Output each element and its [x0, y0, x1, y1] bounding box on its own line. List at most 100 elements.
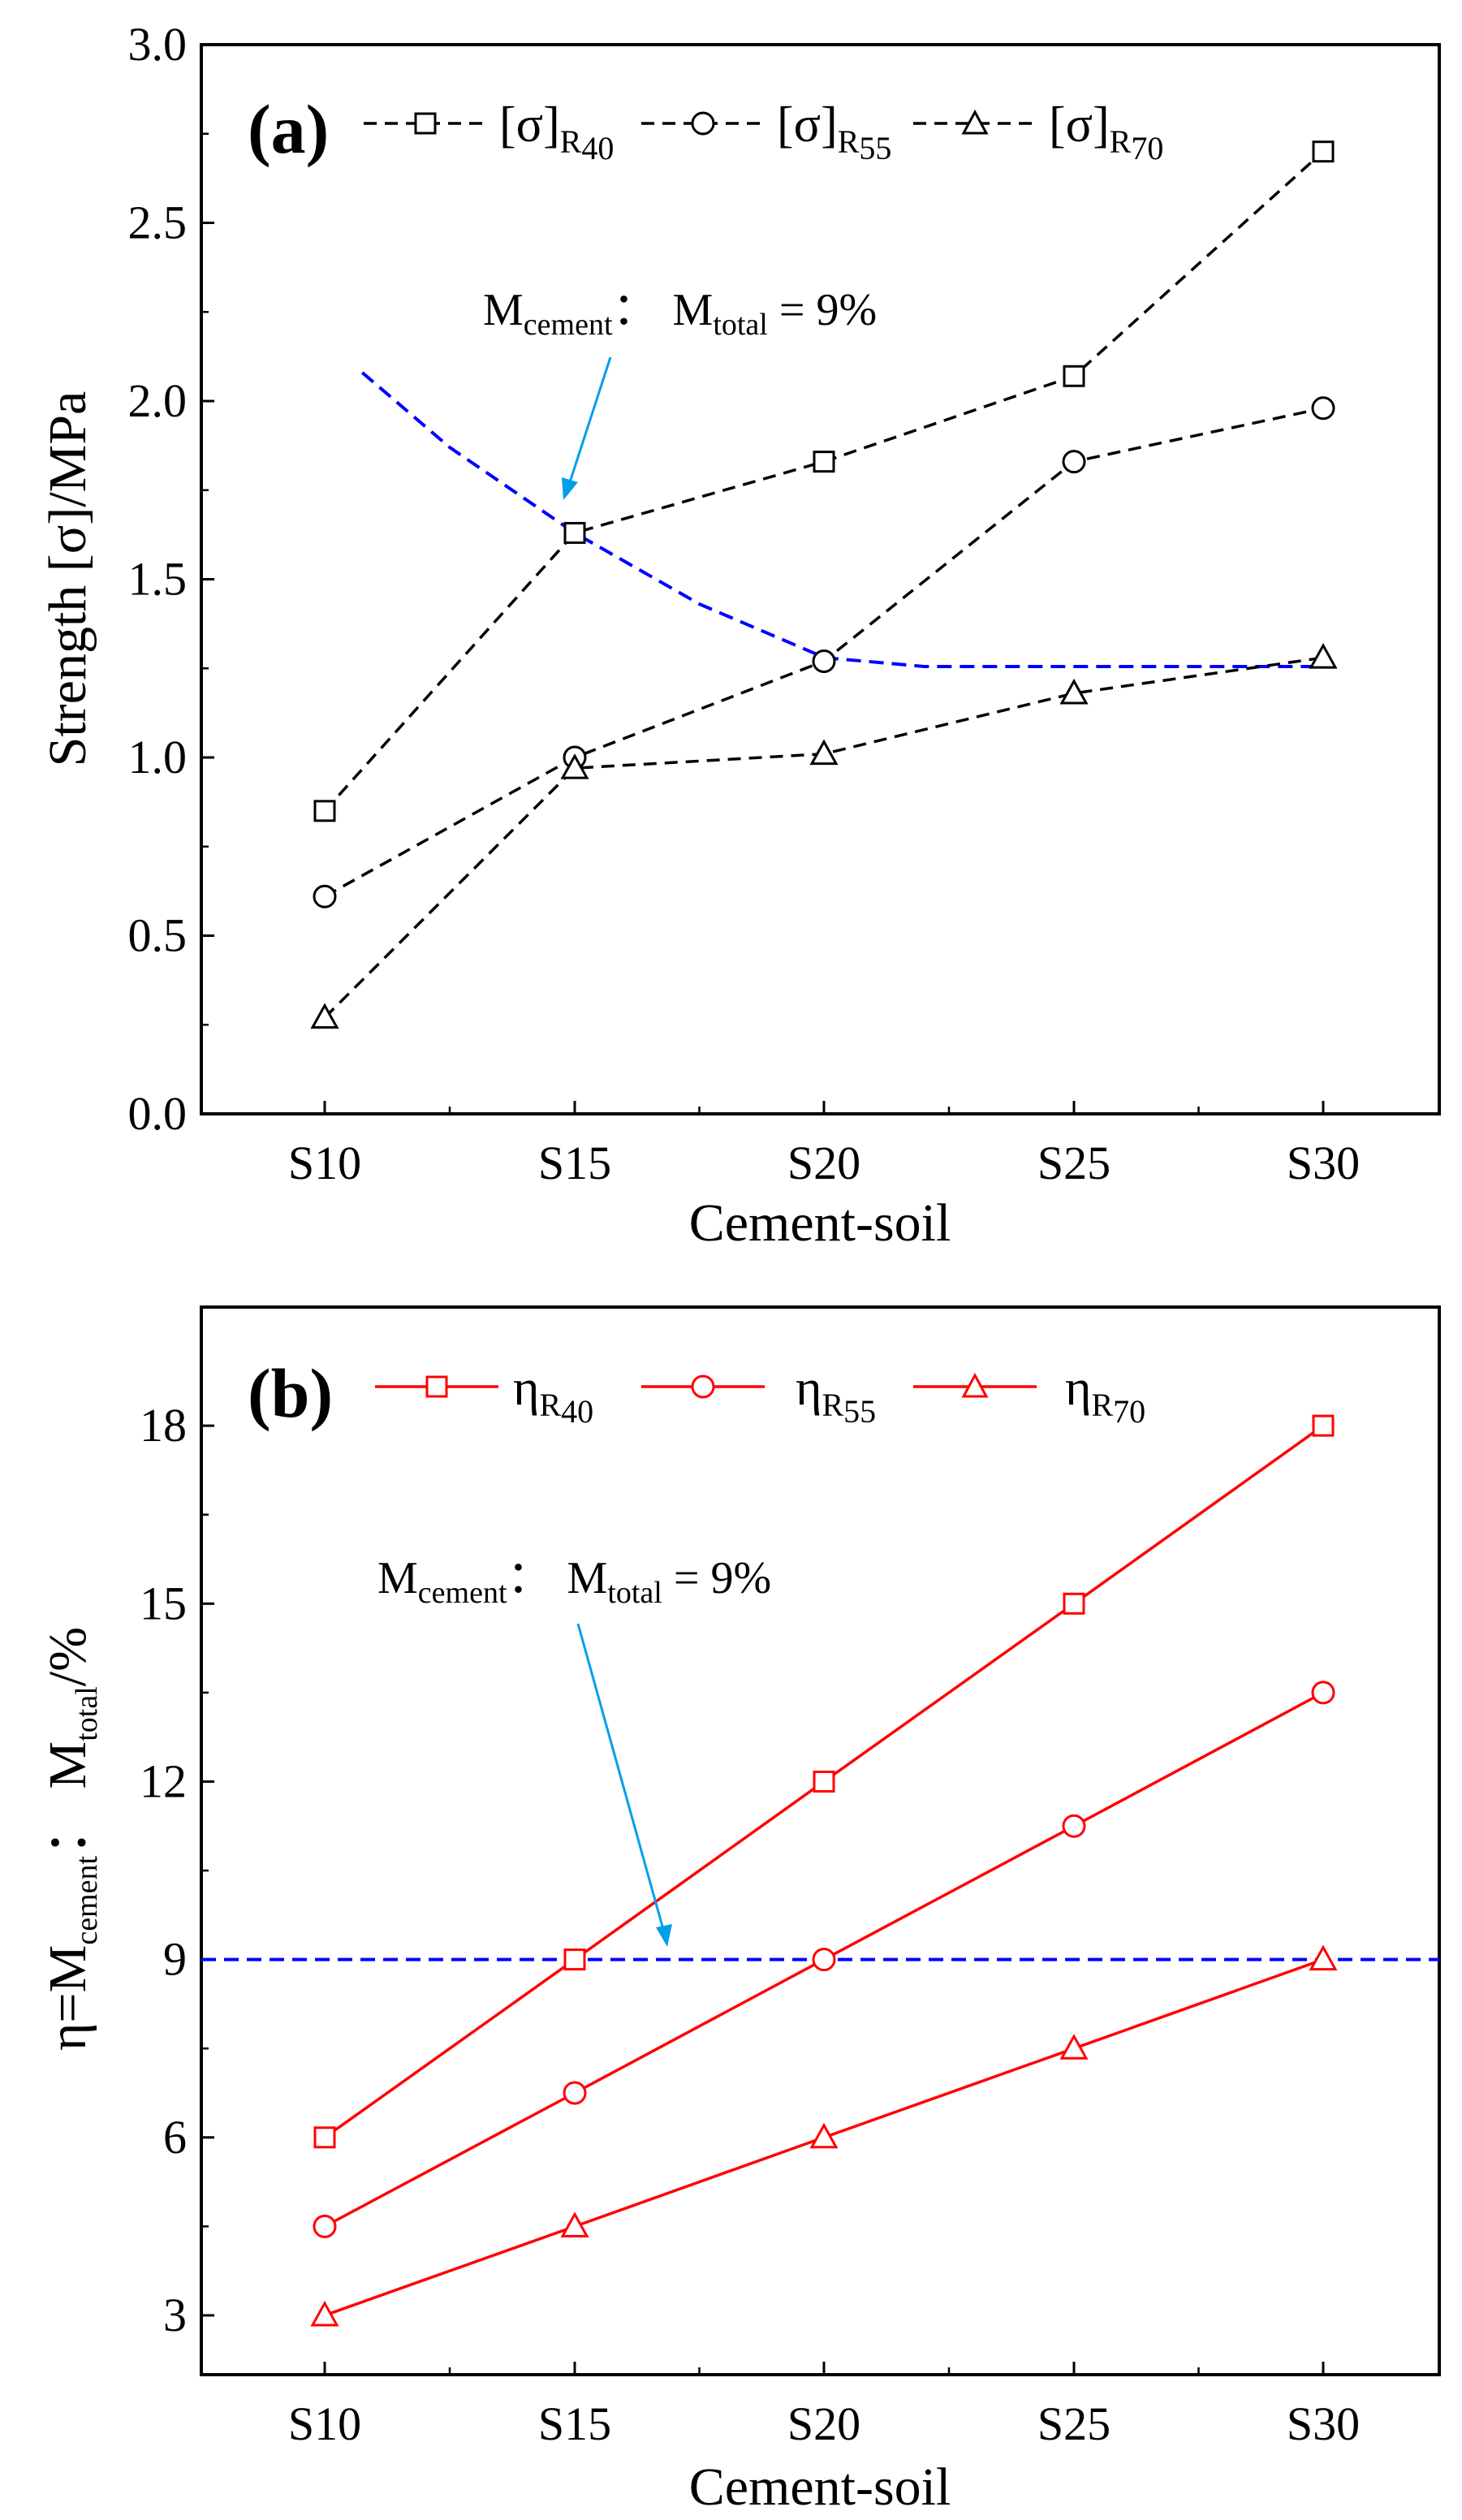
y-tick-label-a-5: 2.5 [128, 196, 188, 249]
panel-b: 3 6 9 12 15 18 S10 S15 S20 S25 S30 (b) ηR40 ηR55 … [38, 1305, 1441, 2517]
series-b-70 [310, 1944, 1338, 2327]
point-b-40-S25 [1063, 1592, 1085, 1615]
y-tick-label-a-3: 1.5 [128, 553, 188, 606]
x-tick-label-b-4: S30 [1287, 2397, 1360, 2450]
y-tick-label-a-1: 0.5 [128, 909, 188, 962]
point-a-40-S25 [1063, 365, 1085, 387]
point-b-55-S15 [563, 2081, 587, 2105]
legend-marker-a-0 [414, 112, 437, 135]
x-tick-label-a-3: S25 [1037, 1137, 1111, 1189]
legend-entry-b-1: ηR55 [641, 1361, 876, 1430]
panel-label-b: (b) [248, 1354, 333, 1432]
x-tick-label-a-0: S10 [288, 1137, 361, 1189]
panel-a: 0.0 0.5 1.0 1.5 2.0 2.5 3.0 S10 S15 S20 S25 S30 (a… [38, 18, 1441, 1253]
legend-label-a-0: [σ]R40 [499, 97, 614, 166]
y-tick-label-a-6: 3.0 [128, 18, 188, 71]
panel-label-a: (a) [248, 90, 329, 168]
point-b-40-S15 [563, 1948, 586, 1971]
y-tick-label-b-3: 12 [140, 1754, 187, 1807]
legend-marker-a-1 [691, 111, 715, 136]
point-a-70-S20 [809, 739, 839, 766]
legend-label-b-0: ηR40 [513, 1361, 593, 1430]
legend-entry-a-0: [σ]R40 [364, 97, 614, 166]
series-a-40 [313, 140, 1335, 822]
x-axis-title-b: Cement-soil [689, 2457, 951, 2517]
series-a-55 [313, 396, 1335, 908]
point-a-70-S30 [1309, 642, 1338, 669]
point-a-40-S10 [313, 800, 336, 822]
point-b-70-S30 [1309, 1944, 1338, 1971]
point-a-55-S10 [313, 884, 337, 908]
point-a-70-S25 [1059, 678, 1089, 705]
x-tick-label-a-1: S15 [538, 1137, 611, 1189]
y-axis-title-a: Strength [σ]/MPa [38, 391, 97, 767]
series-b-40 [313, 1414, 1335, 2149]
point-b-55-S10 [313, 2214, 337, 2238]
point-a-40-S30 [1312, 140, 1335, 163]
y-tick-label-a-4: 2.0 [128, 374, 188, 427]
series-group-a [310, 140, 1338, 1029]
x-tick-label-b-1: S15 [538, 2397, 611, 2450]
annotation-arrow-b [576, 1623, 672, 1947]
annotation-a: Mcement： Mtotal = 9% [483, 285, 877, 342]
point-a-55-S30 [1311, 396, 1335, 421]
y-tick-label-b-0: 3 [163, 2289, 187, 2341]
point-b-70-S10 [310, 2300, 339, 2327]
point-a-55-S20 [812, 649, 836, 673]
point-b-40-S20 [813, 1770, 835, 1793]
legend-a: [σ]R40 [σ]R55 [σ]R70 [364, 97, 1163, 166]
x-axis-title-a: Cement-soil [689, 1193, 951, 1253]
legend-entry-b-2: ηR70 [913, 1361, 1145, 1430]
y-tick-label-b-5: 18 [140, 1399, 187, 1452]
x-tick-label-b-0: S10 [288, 2397, 361, 2450]
y-tick-label-a-0: 0.0 [128, 1087, 188, 1140]
legend-marker-b-0 [425, 1375, 448, 1398]
point-b-55-S20 [812, 1948, 836, 1972]
y-ticks-a: 0.0 0.5 1.0 1.5 2.0 2.5 3.0 [128, 18, 214, 1140]
point-a-40-S15 [563, 521, 586, 544]
point-b-40-S30 [1312, 1414, 1335, 1437]
annotation-arrow-a [562, 356, 612, 500]
point-b-70-S15 [560, 2211, 589, 2237]
point-b-40-S10 [313, 2126, 336, 2149]
point-b-70-S25 [1059, 2034, 1089, 2060]
x-ticks-a: S10 S15 S20 S25 S30 [288, 1101, 1360, 1189]
legend-marker-a-2 [961, 109, 989, 135]
legend-marker-b-1 [691, 1374, 715, 1399]
point-b-70-S20 [809, 2122, 839, 2149]
plot-frame-b [200, 1305, 1441, 2376]
legend-marker-b-2 [961, 1372, 989, 1398]
series-line-a-40 [323, 150, 1325, 813]
series-b-55 [313, 1681, 1335, 2238]
legend-label-b-1: ηR55 [796, 1361, 876, 1430]
annotation-b: Mcement： Mtotal = 9% [377, 1553, 771, 1610]
y-tick-label-b-2: 9 [163, 1933, 187, 1986]
x-tick-label-a-4: S30 [1287, 1137, 1360, 1189]
legend-label-a-1: [σ]R55 [777, 97, 891, 166]
y-tick-label-b-1: 6 [163, 2111, 187, 2164]
y-axis-title-b: η=Mcement： Mtotal/% [38, 1627, 104, 2051]
series-group-b [310, 1414, 1338, 2327]
y-ticks-b: 3 6 9 12 15 18 [140, 1399, 214, 2341]
point-b-55-S30 [1311, 1681, 1335, 1705]
x-tick-label-b-2: S20 [787, 2397, 860, 2450]
legend-entry-a-1: [σ]R55 [641, 97, 891, 166]
reference-curve-line-a [360, 371, 1325, 669]
point-a-40-S20 [813, 451, 835, 473]
x-ticks-b: S10 S15 S20 S25 S30 [288, 2362, 1360, 2450]
legend-b: ηR40 ηR55 ηR70 [375, 1361, 1145, 1430]
y-tick-label-b-4: 15 [140, 1577, 187, 1629]
legend-entry-a-2: [σ]R70 [913, 97, 1163, 166]
series-a-70 [310, 642, 1338, 1029]
point-a-55-S25 [1062, 450, 1086, 474]
point-b-55-S25 [1062, 1814, 1086, 1838]
legend-label-b-2: ηR70 [1065, 1361, 1145, 1430]
legend-label-a-2: [σ]R70 [1049, 97, 1163, 166]
reference-curve-a [360, 371, 1325, 669]
point-a-70-S15 [560, 753, 589, 779]
x-tick-label-b-3: S25 [1037, 2397, 1111, 2450]
series-line-a-70 [323, 656, 1324, 1019]
legend-entry-b-0: ηR40 [375, 1361, 593, 1430]
y-tick-label-a-2: 1.0 [128, 731, 188, 783]
